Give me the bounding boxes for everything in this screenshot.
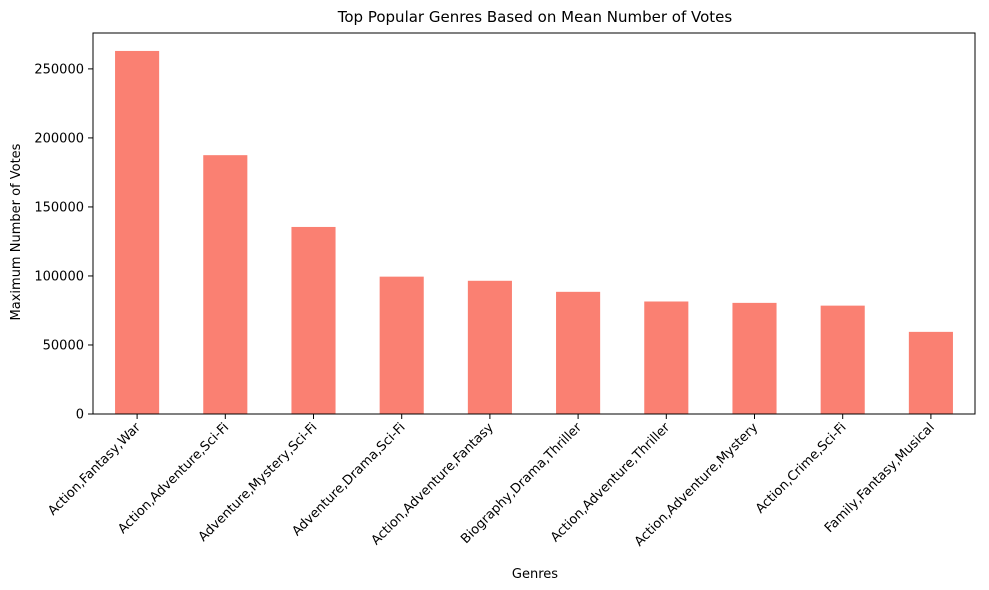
x-tick-label: Action,Crime,Sci-Fi <box>753 420 850 517</box>
y-tick-label: 200000 <box>34 131 84 146</box>
x-axis-ticks: Action,Fantasy,WarAction,Adventure,Sci-F… <box>45 414 938 550</box>
y-axis-ticks: 0 50000 100000 150000 200000 250000 <box>34 62 93 423</box>
bar-9 <box>908 331 953 414</box>
bar-7 <box>732 302 777 414</box>
y-tick-label: 250000 <box>34 62 84 77</box>
y-tick-label: 50000 <box>43 338 84 353</box>
bars-group <box>115 50 953 415</box>
x-axis-title: Genres <box>512 567 558 582</box>
plot-frame <box>92 32 976 415</box>
bar-4 <box>467 280 512 414</box>
bar-1 <box>203 155 248 415</box>
bar-8 <box>820 305 865 414</box>
bar-3 <box>379 276 424 414</box>
bar-6 <box>644 301 689 414</box>
bar-5 <box>556 291 601 414</box>
y-tick-label: 100000 <box>34 269 84 284</box>
y-tick-label: 150000 <box>34 200 84 215</box>
x-tick-label: Action,Fantasy,War <box>45 420 144 519</box>
bar-0 <box>115 50 160 415</box>
y-axis-title: Maximum Number of Votes <box>9 143 24 320</box>
bar-2 <box>291 226 336 414</box>
y-tick-label: 0 <box>76 408 84 423</box>
chart-title: Top Popular Genres Based on Mean Number … <box>337 8 733 26</box>
